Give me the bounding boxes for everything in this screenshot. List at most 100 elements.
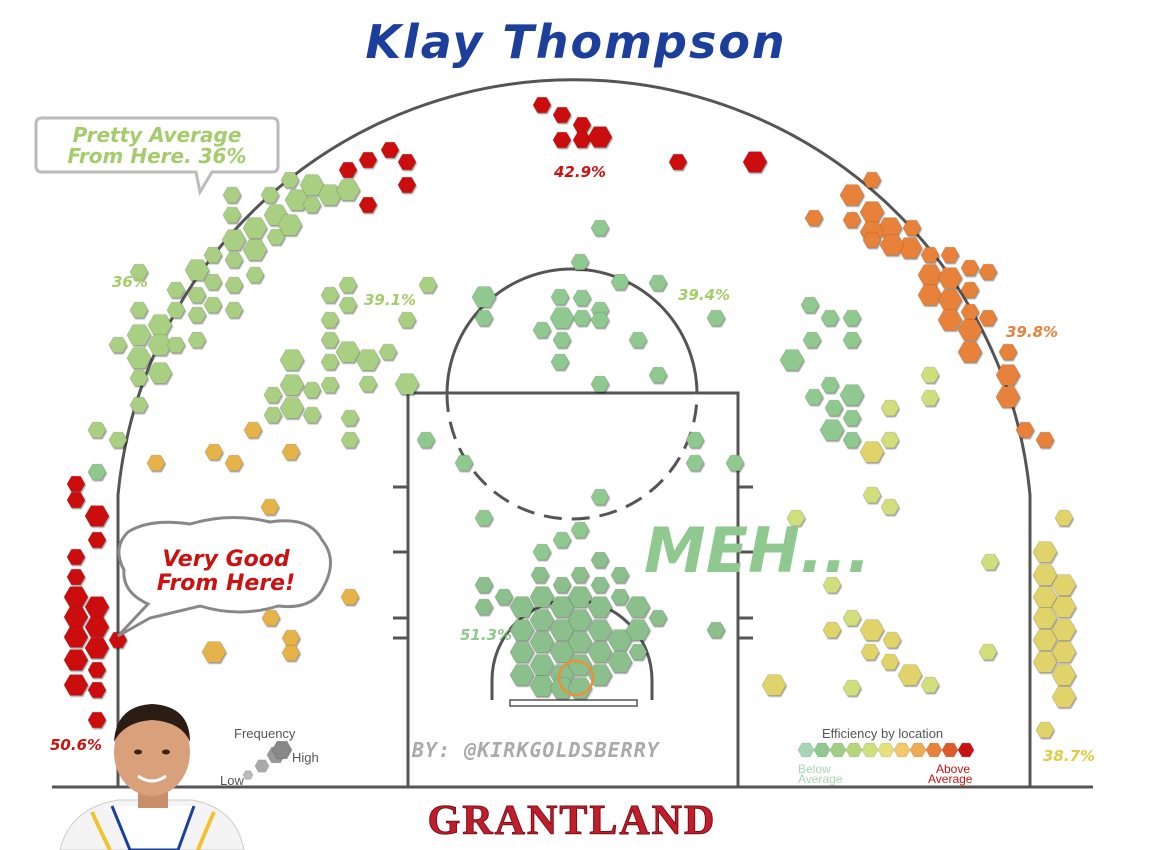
shot-hexagon [937,289,963,311]
shot-hexagon [1051,686,1077,708]
shot-hexagon [474,509,494,527]
shot-hexagon [1035,721,1055,739]
shot-hexagon [1015,421,1035,439]
shot-hexagon [320,286,340,304]
shot-hexagon [166,336,186,354]
shot-hexagon [84,616,110,638]
shot-hexagon [203,296,223,314]
shot-hexagon [940,246,960,264]
shot-hexagon [995,386,1021,408]
shot-hexagon [335,341,361,363]
shot-hexagon [998,343,1018,361]
bubble-text: From Here! [157,571,295,596]
shot-hexagon [567,586,593,608]
shot-hexagon [668,153,688,171]
shot-hexagon [302,196,322,214]
shot-hexagon [129,396,149,414]
shot-hexagon [108,336,128,354]
shot-hexagon [628,331,648,349]
shot-hexagon [1032,651,1058,673]
shot-hexagon [242,217,268,239]
shot-hexagon [338,296,358,314]
shot-hexagon [126,347,152,369]
shot-hexagon [917,264,943,286]
legend-above: Average [928,772,973,786]
shot-hexagon [725,454,745,472]
shot-hexagon [842,309,862,327]
shot-hexagon [320,353,340,371]
shot-hexagon [166,281,186,299]
shot-hexagon [66,491,86,509]
shot-hexagon [416,431,436,449]
shot-hexagon [281,644,301,662]
pct-label: 39.8% [1006,323,1058,341]
shot-hexagon [552,531,572,549]
shot-hexagon [625,596,651,618]
frequency-legend: Frequency Low High [220,726,319,788]
shot-hexagon [394,373,420,395]
shot-hexagon [590,576,610,594]
shot-hexagon [706,309,726,327]
shot-hexagon [474,598,494,616]
shot-hexagon [260,498,280,516]
shot-hexagon [786,509,806,527]
shot-hexagon [897,664,923,686]
shot-hexagon [880,431,900,449]
bubble-text: Pretty Average [73,123,242,147]
shot-hexagon [203,273,223,291]
efficiency-hex-scale [797,742,975,758]
shot-hexagon [1051,596,1077,618]
shot-hexagon [1051,574,1077,596]
legend-title: Efficiency by location [822,726,943,741]
shot-hexagon [607,651,633,673]
shot-hexagon [87,463,107,481]
shot-hexagon [87,421,107,439]
shot-hexagon [822,621,842,639]
shot-hexagon [530,566,550,584]
shot-hexagon [147,362,173,384]
shot-hexagon [187,286,207,304]
shot-hexagons [63,96,1077,739]
shot-hexagon [590,375,610,393]
shot-hexagon [552,131,572,149]
shot-hexagon [129,263,149,281]
shot-hexagon [66,548,86,566]
shot-hexagon [221,229,247,251]
shot-hexagon [509,619,535,641]
shot-hexagon [779,349,805,371]
shot-hexagon [567,609,593,631]
shot-hexagon [960,281,980,299]
shot-hexagon [471,286,497,308]
shot-hexagon [509,596,535,618]
shot-hexagon [685,454,705,472]
shot-hexagon [108,431,128,449]
brand-logo: GRANTLAND [428,798,717,844]
shot-hexagon [1051,664,1077,686]
shot-hexagon [66,475,86,493]
shot-hexagon [129,369,149,387]
shot-hexagon [550,353,570,371]
shot-hexagon [862,171,882,189]
shot-hexagon [648,609,668,627]
pct-label: 39.1% [364,291,416,309]
shot-hexagon [509,641,535,663]
shot-hexagon [222,186,242,204]
shot-hexagon [978,263,998,281]
shot-hexagon [63,626,89,648]
legend-hex [797,742,815,758]
shot-hexagon [1051,619,1077,641]
shot-hexagon [242,239,268,261]
shot-hexagon [862,231,882,249]
zone-labels: 50.6% 36% 42.9% 39.8% 38.7% 39.1% 39.4% … [50,163,1095,765]
legend-hex [957,742,975,758]
shot-hexagon [397,176,417,194]
shot-hexagon [1035,431,1055,449]
shot-hexagon [380,141,400,159]
author-credit: BY: @KIRKGOLDSBERRY [411,738,661,762]
shot-hexagon [147,314,173,336]
shot-hexagon [1032,629,1058,651]
shot-hexagon [224,301,244,319]
shot-hexagon [340,588,360,606]
shot-hexagon [552,331,572,349]
